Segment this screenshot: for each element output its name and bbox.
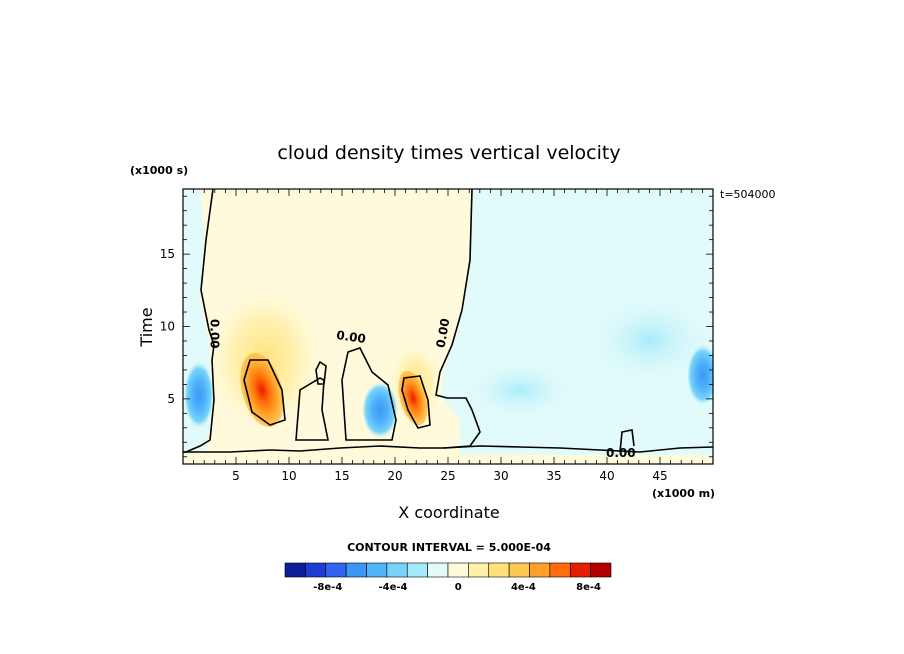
- colorbar-swatch: [468, 562, 490, 578]
- contour-label: 0.00: [606, 446, 636, 460]
- x-tick-label: 25: [440, 469, 455, 483]
- x-tick-label: 30: [493, 469, 508, 483]
- colorbar-tick-label: 4e-4: [511, 582, 536, 593]
- downdraft-left: [184, 362, 214, 428]
- contour-label: 0.00: [434, 317, 453, 349]
- minor-ticks: [183, 189, 713, 464]
- contour-label: 0.00: [335, 328, 366, 346]
- colorbar-swatch: [366, 562, 388, 578]
- zero-contour-center: [435, 189, 481, 449]
- colorbar-tick-label: 0: [455, 582, 462, 593]
- x-tick-layer: 5 10 15 20 25 30 35 40 45: [232, 469, 667, 483]
- y-axis-label: Time: [137, 307, 156, 347]
- x-tick-label: 20: [387, 469, 402, 483]
- heatmap-field: [183, 189, 713, 464]
- colorbar-swatch: [345, 562, 367, 578]
- colorbar-swatch: [284, 562, 306, 578]
- colorbar: [284, 562, 612, 578]
- x-units-label: (x1000 m): [652, 487, 715, 500]
- zero-contour-floor: [443, 445, 713, 453]
- y-tick-label: 10: [160, 320, 175, 334]
- downdraft-center: [362, 382, 398, 438]
- x-tick-label: 35: [546, 469, 561, 483]
- x-tick-label: 5: [232, 469, 240, 483]
- colorbar-swatch: [590, 562, 612, 578]
- colorbar-tick-label: -4e-4: [378, 582, 407, 593]
- colorbar-swatch: [488, 562, 510, 578]
- contour-interval-label: CONTOUR INTERVAL = 5.000E-04: [347, 541, 551, 554]
- y-tick-label: 15: [160, 247, 175, 261]
- zero-contour-core-1: [243, 359, 286, 426]
- cool-region-mid: [465, 360, 575, 420]
- zero-contour-left: [183, 189, 215, 453]
- x-axis-label: X coordinate: [398, 503, 499, 522]
- colorbar-tick-label: 8e-4: [576, 582, 601, 593]
- colorbar-swatch: [508, 562, 530, 578]
- y-tick-label: 5: [167, 392, 175, 406]
- colorbar-swatch: [529, 562, 551, 578]
- y-units-label: (x1000 s): [130, 164, 188, 177]
- cool-region-right: [585, 295, 713, 385]
- zero-contour-bump: [619, 429, 635, 453]
- zero-contour-core-2: [401, 375, 431, 429]
- colorbar-swatch: [569, 562, 591, 578]
- x-tick-label: 10: [281, 469, 296, 483]
- zero-contour-floor-left: [183, 445, 444, 453]
- x-tick-label: 45: [652, 469, 667, 483]
- y-tick-layer: 5 10 15: [160, 247, 175, 406]
- colorbar-swatch: [427, 562, 449, 578]
- zero-contour-cell-b: [341, 347, 397, 441]
- x-tick-label: 40: [599, 469, 614, 483]
- colorbar-tick-label: -8e-4: [313, 582, 342, 593]
- colorbar-tick-layer: -8e-4 -4e-4 0 4e-4 8e-4: [313, 582, 601, 593]
- chart-title: cloud density times vertical velocity: [277, 142, 620, 164]
- downdraft-edge: [687, 345, 713, 405]
- colorbar-swatch: [549, 562, 571, 578]
- x-tick-label: 15: [334, 469, 349, 483]
- zero-contour-cell-c: [315, 360, 327, 385]
- colorbar-swatch: [386, 562, 408, 578]
- updraft-core-2: [398, 370, 428, 426]
- time-stamp: t=504000: [720, 188, 776, 201]
- zero-contours: [183, 189, 713, 453]
- colorbar-swatch: [325, 562, 347, 578]
- contour-label: 0.00: [208, 319, 222, 349]
- colorbar-swatch: [447, 562, 469, 578]
- colorbar-swatch: [305, 562, 327, 578]
- contour-label-layer: 0.00 0.00 0.00 0.00: [208, 317, 636, 460]
- colorbar-swatch: [406, 562, 428, 578]
